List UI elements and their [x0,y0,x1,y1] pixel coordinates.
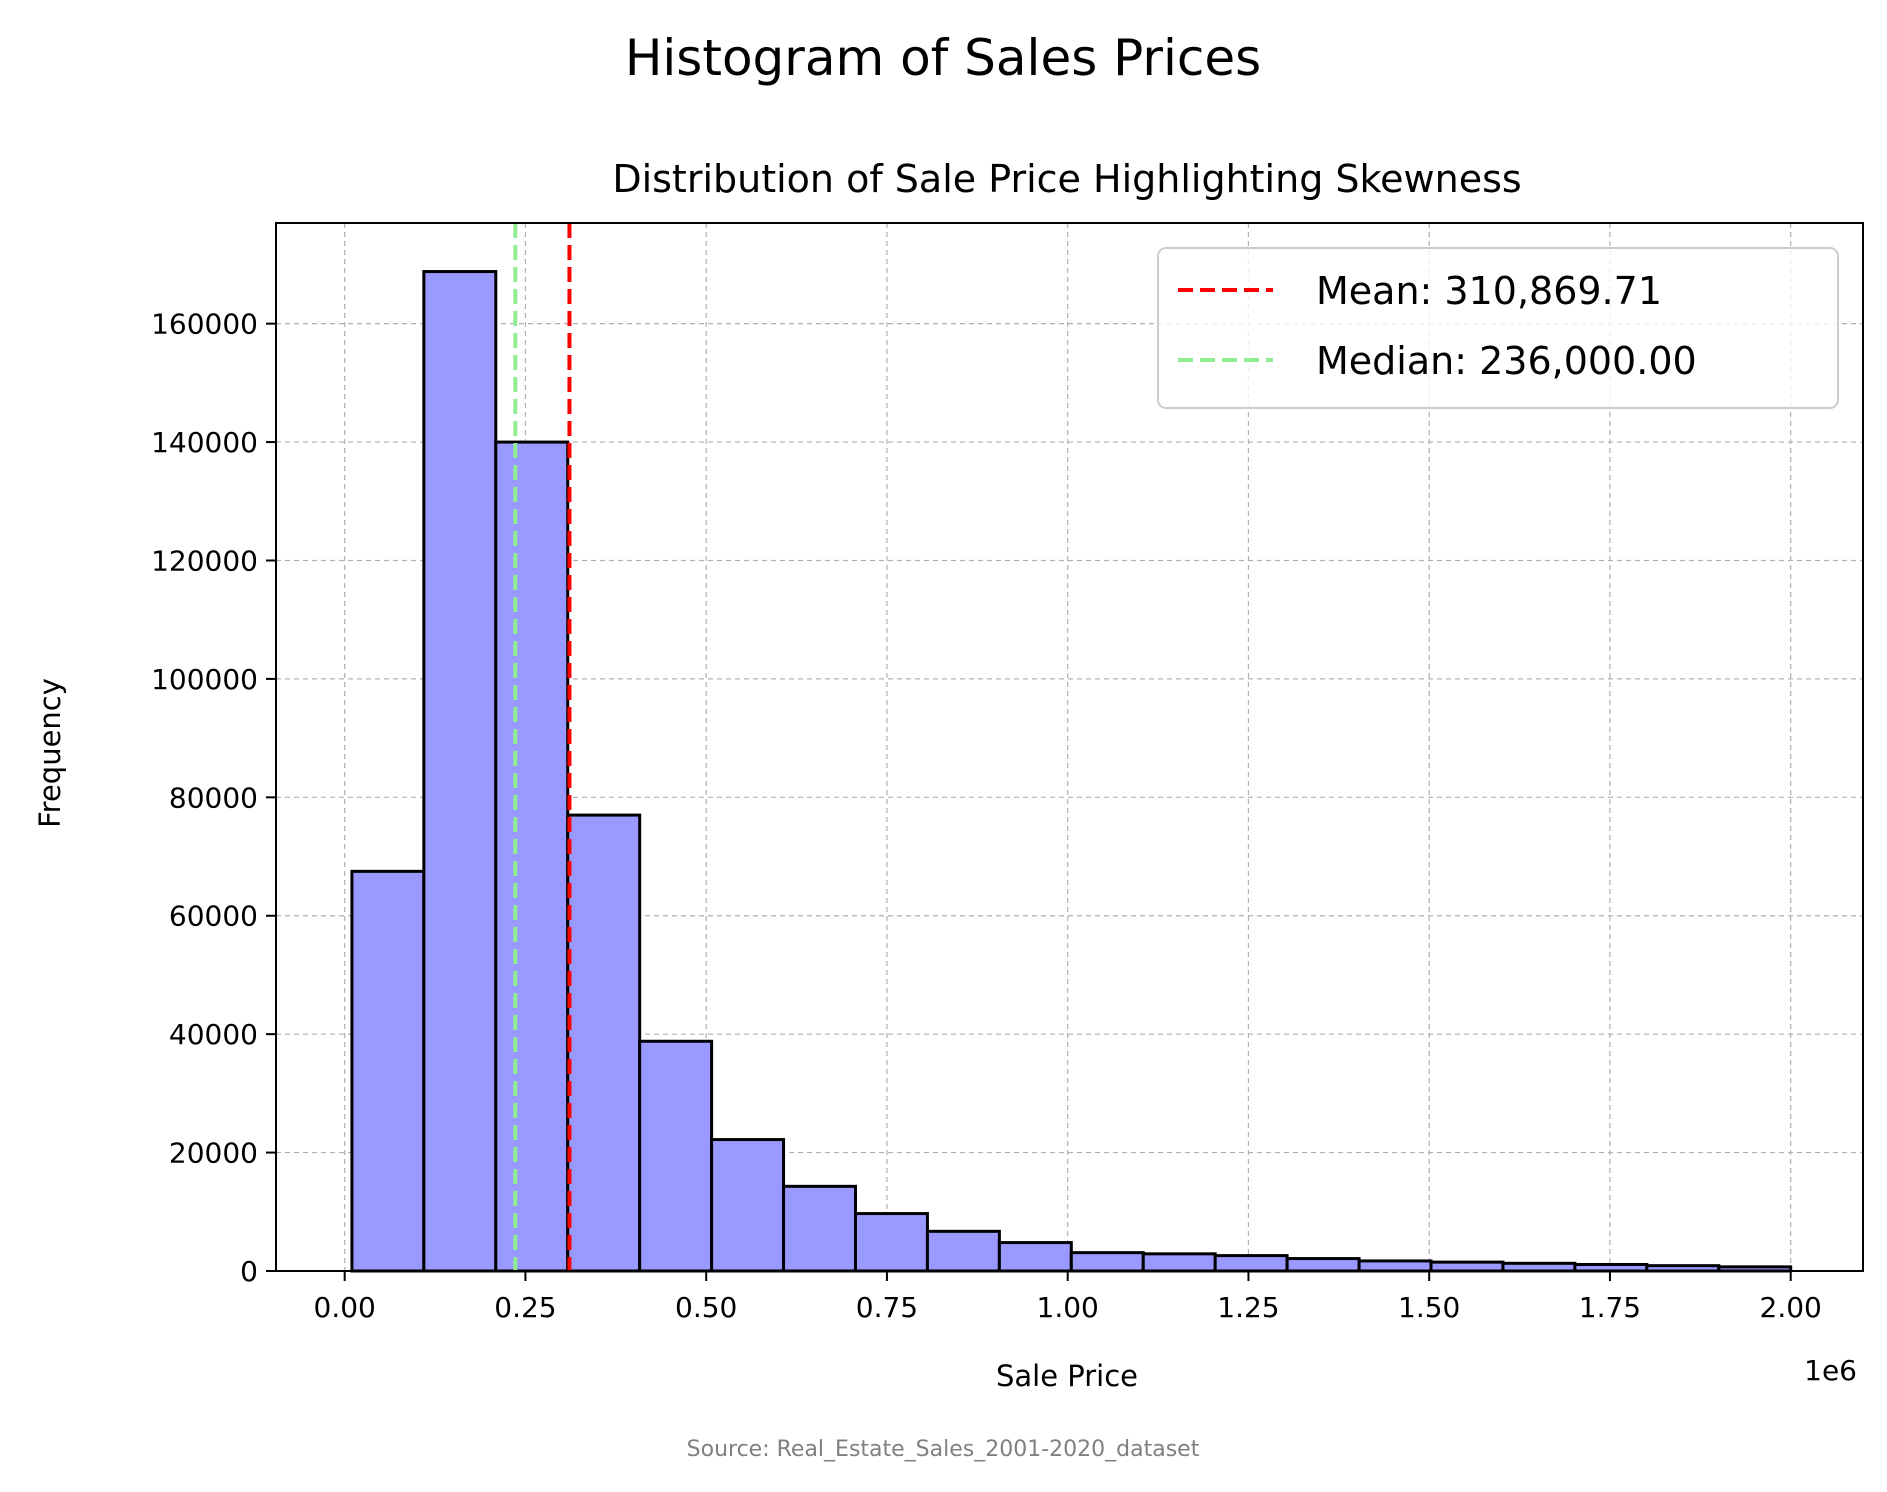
y-tick-label: 120000 [151,544,258,577]
histogram-bar [1501,1261,1577,1273]
histogram-bar [1213,1254,1289,1273]
y-tick-label: 0 [240,1255,258,1288]
chart-suptitle: Histogram of Sales Prices [625,29,1261,87]
x-axis-label: Sale Price [996,1359,1138,1393]
histogram-bar [782,1184,857,1273]
histogram-bars [350,270,1793,1273]
histogram-bar [925,1229,1001,1273]
legend: Mean: 310,869.71 Median: 236,000.00 [1157,247,1839,409]
y-tick-label: 20000 [169,1137,258,1170]
x-tick-label: 0.25 [494,1291,556,1324]
histogram-bar [1285,1257,1361,1273]
histogram-bar [638,1039,714,1273]
legend-label: Median: 236,000.00 [1316,339,1697,383]
x-tick-label: 0.00 [314,1291,376,1324]
y-axis-label: Frequency [33,678,67,828]
histogram-bar [350,869,426,1273]
plot-area-frame [275,222,1864,1272]
y-tick-label: 160000 [151,308,258,341]
histogram-bar [494,440,570,1273]
y-tick-label: 60000 [169,900,258,933]
y-axis-ticks: 0 20000 40000 60000 80000 100000 120000 140000 1… [151,308,276,1288]
legend-box [1157,247,1839,409]
x-tick-label: 1.25 [1217,1291,1279,1324]
histogram-bar [1429,1260,1505,1273]
source-note: Source: Real_Estate_Sales_2001-2020_data… [687,1437,1200,1462]
x-tick-label: 1.50 [1398,1291,1460,1324]
histogram-bar [1069,1251,1145,1273]
x-tick-label: 0.75 [856,1291,918,1324]
x-axis-ticks: 0.00 0.25 0.50 0.75 1.00 1.25 1.50 1.75 2.00 [314,1271,1822,1324]
x-tick-label: 1.75 [1579,1291,1641,1324]
histogram-bar [422,270,498,1273]
y-tick-label: 100000 [151,663,258,696]
x-tick-label: 1.00 [1037,1291,1099,1324]
x-tick-label: 2.00 [1760,1291,1822,1324]
x-offset-label: 1e6 [1804,1354,1857,1387]
x-tick-label: 0.50 [675,1291,737,1324]
histogram-bar [997,1241,1073,1273]
y-tick-label: 140000 [151,426,258,459]
histogram-bar [853,1212,929,1273]
histogram-bar [1357,1259,1433,1273]
y-tick-label: 80000 [169,781,258,814]
legend-label: Mean: 310,869.71 [1316,269,1662,313]
y-tick-label: 40000 [169,1018,258,1051]
histogram-bar [1141,1252,1217,1273]
histogram-bar [710,1138,786,1273]
histogram-bar [566,813,642,1273]
chart-title: Distribution of Sale Price Highlighting … [612,157,1521,201]
